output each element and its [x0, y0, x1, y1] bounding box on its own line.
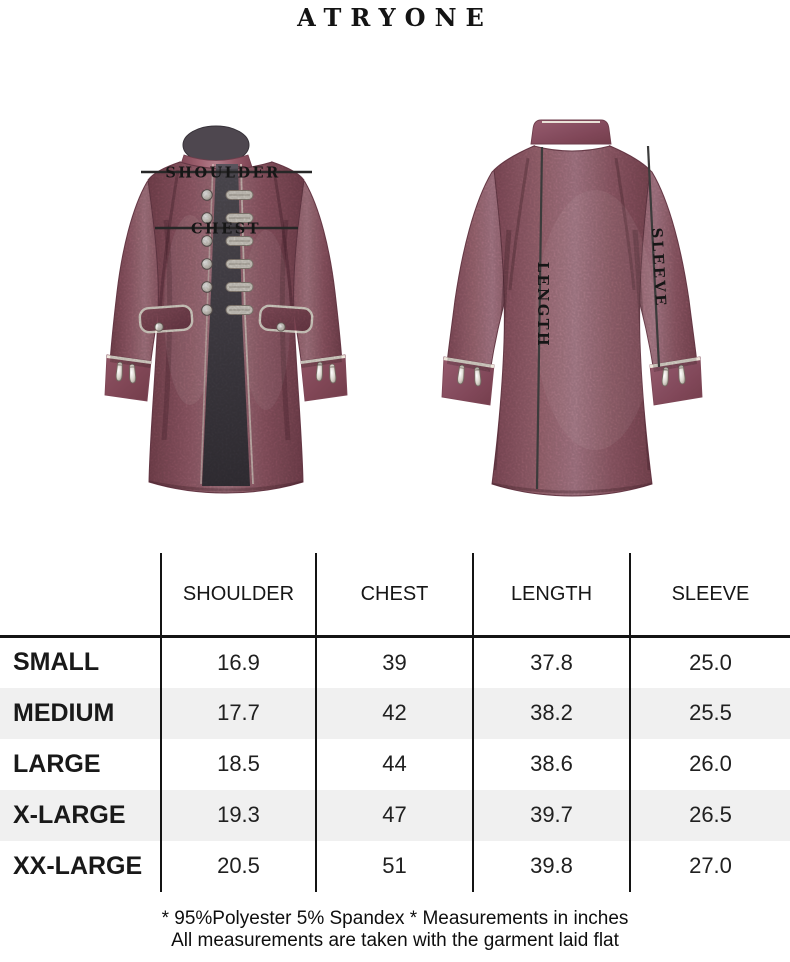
chest-measure-label: CHEST — [191, 221, 261, 238]
size-chart-table: SHOULDER CHEST LENGTH SLEEVE SMALL 16.9 … — [0, 553, 790, 892]
value-cell: 38.6 — [472, 738, 630, 790]
size-label: MEDIUM — [13, 698, 115, 727]
value-cell: 39.7 — [472, 789, 630, 841]
value-cell: 38.2 — [472, 687, 630, 739]
column-header-length: LENGTH — [472, 553, 630, 638]
value-cell: 39.8 — [472, 840, 630, 892]
size-label: X-LARGE — [13, 800, 126, 829]
table-row-large: LARGE 18.5 44 38.6 26.0 — [0, 738, 790, 790]
sleeve-measure-line — [646, 145, 661, 368]
table-row-small: SMALL 16.9 39 37.8 25.0 — [0, 636, 790, 688]
value-cell: 25.0 — [629, 636, 790, 688]
back-collar — [530, 119, 612, 145]
table-row-xx-large: XX-LARGE 20.5 51 39.8 27.0 — [0, 840, 790, 892]
column-header-sleeve: SLEEVE — [629, 553, 790, 638]
footnote-materials: * 95%Polyester 5% Spandex * Measurements… — [161, 908, 629, 929]
value-cell: 25.5 — [629, 687, 790, 739]
value-cell: 27.0 — [629, 840, 790, 892]
shoulder-measure-label: SHOULDER — [165, 165, 280, 182]
back-coat-figure — [441, 119, 703, 497]
value-cell: 17.7 — [160, 687, 316, 739]
footnote-measurement-method: All measurements are taken with the garm… — [171, 929, 619, 951]
value-cell: 44 — [315, 738, 473, 790]
jacket-front-image: SHOULDER CHEST — [104, 125, 348, 494]
value-cell: 26.0 — [629, 738, 790, 790]
table-row-x-large: X-LARGE 19.3 47 39.7 26.5 — [0, 789, 790, 841]
column-header-shoulder: SHOULDER — [160, 553, 316, 638]
front-coat-figure — [104, 125, 348, 494]
size-label: LARGE — [13, 749, 101, 778]
table-row-medium: MEDIUM 17.7 42 38.2 25.5 — [0, 687, 790, 739]
value-cell: 16.9 — [160, 636, 316, 688]
value-cell: 42 — [315, 687, 473, 739]
value-cell: 19.3 — [160, 789, 316, 841]
value-cell: 18.5 — [160, 738, 316, 790]
table-header-row: SHOULDER CHEST LENGTH SLEEVE — [0, 553, 790, 638]
velvet-texture — [447, 146, 697, 496]
value-cell: 26.5 — [629, 789, 790, 841]
footnotes: * 95%Polyester 5% Spandex * Measurements… — [0, 908, 790, 951]
value-cell: 47 — [315, 789, 473, 841]
value-cell: 37.8 — [472, 636, 630, 688]
jacket-back-image: LENGTH SLEEVE — [441, 119, 703, 497]
column-header-chest: CHEST — [315, 553, 473, 638]
value-cell: 20.5 — [160, 840, 316, 892]
length-measure-label: LENGTH — [534, 262, 551, 348]
size-label: XX-LARGE — [13, 851, 143, 880]
brand-title: ATRYONE — [297, 3, 493, 32]
value-cell: 39 — [315, 636, 473, 688]
value-cell: 51 — [315, 840, 473, 892]
length-measure-line — [535, 146, 544, 490]
table-corner-cell — [0, 553, 161, 638]
sleeve-measure-label: SLEEVE — [648, 227, 669, 308]
size-label: SMALL — [13, 648, 100, 677]
